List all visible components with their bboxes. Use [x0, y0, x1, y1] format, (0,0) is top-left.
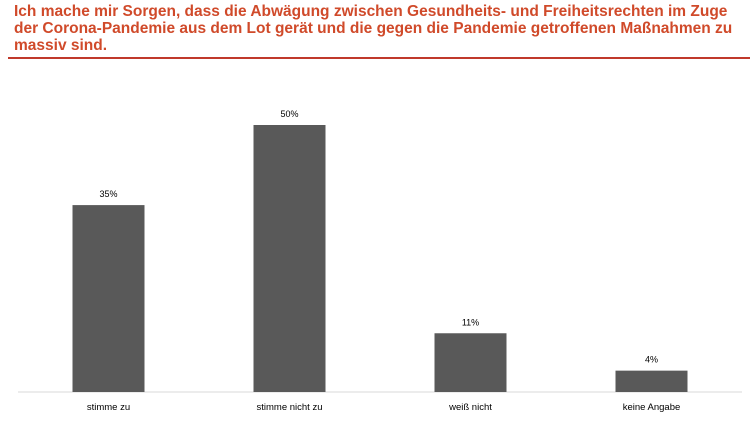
- bar-keine-angabe: [615, 370, 688, 392]
- category-label-stimme-nicht-zu: stimme nicht zu: [257, 402, 323, 413]
- value-labels-group: 35% 50% 11% 4%: [99, 109, 658, 365]
- bar-stimme-zu: [72, 205, 145, 392]
- value-label-stimme-nicht-zu: 50%: [280, 109, 298, 119]
- value-label-weiß-nicht: 11%: [462, 317, 479, 327]
- category-label-stimme-zu: stimme zu: [87, 402, 130, 413]
- bar-stimme-nicht-zu: [253, 125, 326, 392]
- chart-title: Ich mache mir Sorgen, dass die Abwägung …: [14, 3, 733, 54]
- bar-weiß-nicht: [434, 333, 507, 392]
- title-divider: [8, 57, 750, 59]
- bars-group: [72, 125, 688, 392]
- category-labels-group: stimme zu stimme nicht zu weiß nicht keine …: [87, 402, 680, 413]
- value-label-keine-angabe: 4%: [645, 355, 658, 365]
- category-label-keine-angabe: keine Angabe: [623, 402, 681, 413]
- value-label-stimme-zu: 35%: [99, 189, 117, 199]
- category-label-weiß-nicht: weiß nicht: [448, 402, 492, 413]
